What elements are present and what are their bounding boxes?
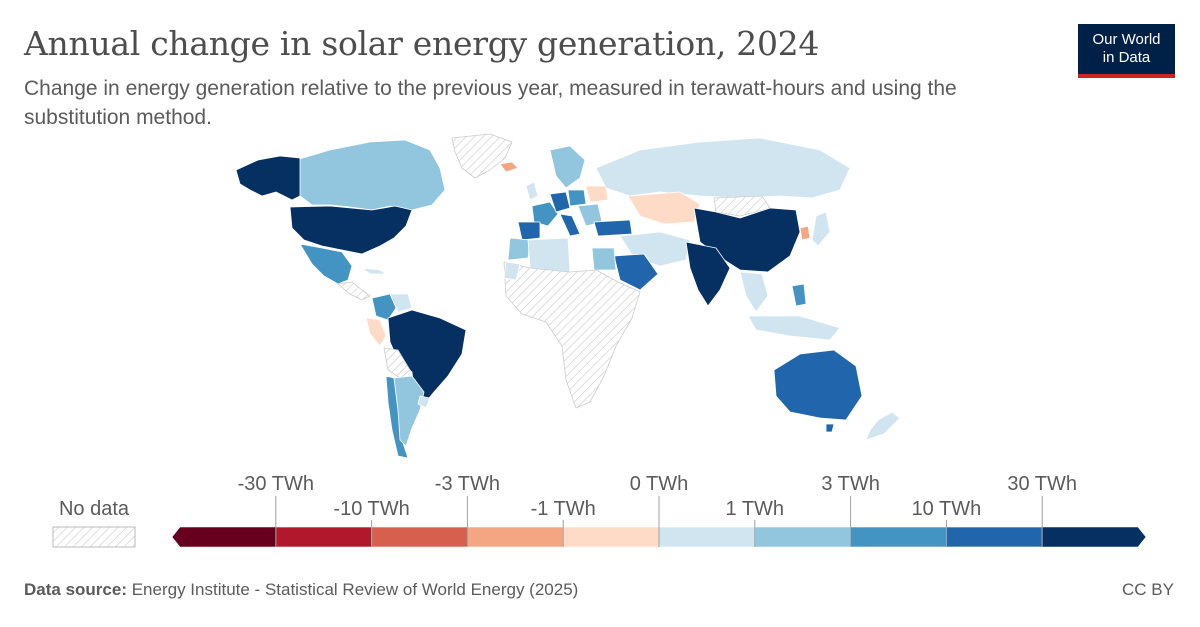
legend-bin-1[interactable] [275,526,372,548]
chart-subtitle: Change in energy generation relative to … [24,77,957,129]
region-ukraine[interactable] [585,185,609,203]
chart-title: Annual change in solar energy generation… [24,24,820,63]
region-cuba[interactable] [361,267,387,275]
region-egypt[interactable] [591,247,617,271]
region-spain[interactable] [517,221,541,241]
region-venezuela[interactable] [389,293,413,313]
legend-no-data-label: No data [59,498,130,520]
legend-tick-label-2: -3 TWh [435,473,500,495]
region-sub-saharan-africa[interactable] [503,261,641,409]
legend: No data -30 TWh -10 TWh -3 TWh -1 TWh 0 TWh 1… [52,473,1147,548]
region-philippines[interactable] [791,283,807,307]
logo-line-2: in Data [1102,49,1151,66]
region-france[interactable] [531,201,559,227]
region-russia[interactable] [595,137,851,199]
region-saudi-arabia[interactable] [613,253,659,291]
legend-bin-8[interactable] [946,526,1043,548]
region-greenland[interactable] [451,133,513,179]
legend-bin-4[interactable] [562,526,660,548]
data-source-label: Data source: [24,580,127,599]
legend-no-data-swatch [52,526,136,548]
region-poland[interactable] [567,189,587,207]
legend-color-bins [171,526,1147,548]
legend-bin-0[interactable] [171,526,277,548]
legend-tick-label-4: 0 TWh [630,473,689,495]
legend-tick-label-0: -30 TWh [238,473,314,495]
region-central-america[interactable] [337,281,371,301]
region-united-kingdom[interactable] [525,181,539,201]
region-uruguay[interactable] [417,395,431,409]
region-morocco[interactable] [507,237,531,261]
region-turkey[interactable] [593,219,633,237]
legend-bin-2[interactable] [371,526,468,548]
region-mexico[interactable] [299,243,353,285]
region-australia[interactable] [773,349,863,421]
legend-bin-7[interactable] [850,526,947,548]
region-germany[interactable] [549,191,571,213]
region-new-zealand[interactable] [865,411,901,441]
region-indonesia[interactable] [747,315,841,341]
logo-line-1: Our World [1092,31,1161,48]
region-tasmania[interactable] [825,423,835,433]
owid-logo[interactable]: Our World in Data [1078,24,1175,78]
legend-tick-label-8: 30 TWh [1007,473,1077,495]
legend-tick-label-3: -1 TWh [531,498,596,520]
region-kazakhstan[interactable] [627,191,701,225]
region-south-korea[interactable] [799,225,811,241]
license[interactable]: CC BY [1122,580,1174,599]
legend-tick-label-6: 3 TWh [821,473,880,495]
region-colombia[interactable] [371,293,397,321]
region-scandinavia[interactable] [549,145,586,189]
legend-bin-5[interactable] [658,526,756,548]
region-bolivia[interactable] [383,347,411,379]
region-argentina[interactable] [393,375,425,447]
world-map [235,133,901,459]
legend-tick-label-5: 1 TWh [726,498,785,520]
data-source: Data source: Energy Institute - Statisti… [24,580,578,600]
legend-bin-9[interactable] [1041,526,1147,548]
region-alaska[interactable] [235,155,301,201]
legend-tick-label-7: 10 TWh [912,498,982,520]
legend-tick-label-1: -10 TWh [333,498,409,520]
region-west-sahara[interactable] [503,261,521,281]
region-southeast-asia[interactable] [739,271,769,313]
region-japan[interactable] [811,211,831,247]
region-india[interactable] [685,241,731,307]
region-united-states[interactable] [289,205,413,255]
legend-bin-3[interactable] [467,526,564,548]
region-italy[interactable] [559,213,581,237]
data-source-text: Energy Institute - Statistical Review of… [131,580,579,599]
region-iceland[interactable] [499,161,519,173]
legend-bin-6[interactable] [754,526,851,548]
region-peru[interactable] [365,317,387,347]
legend-thresholds: -30 TWh -10 TWh -3 TWh -1 TWh 0 TWh 1 TWh 3 TW… [238,473,1077,547]
region-mongolia[interactable] [713,195,771,217]
